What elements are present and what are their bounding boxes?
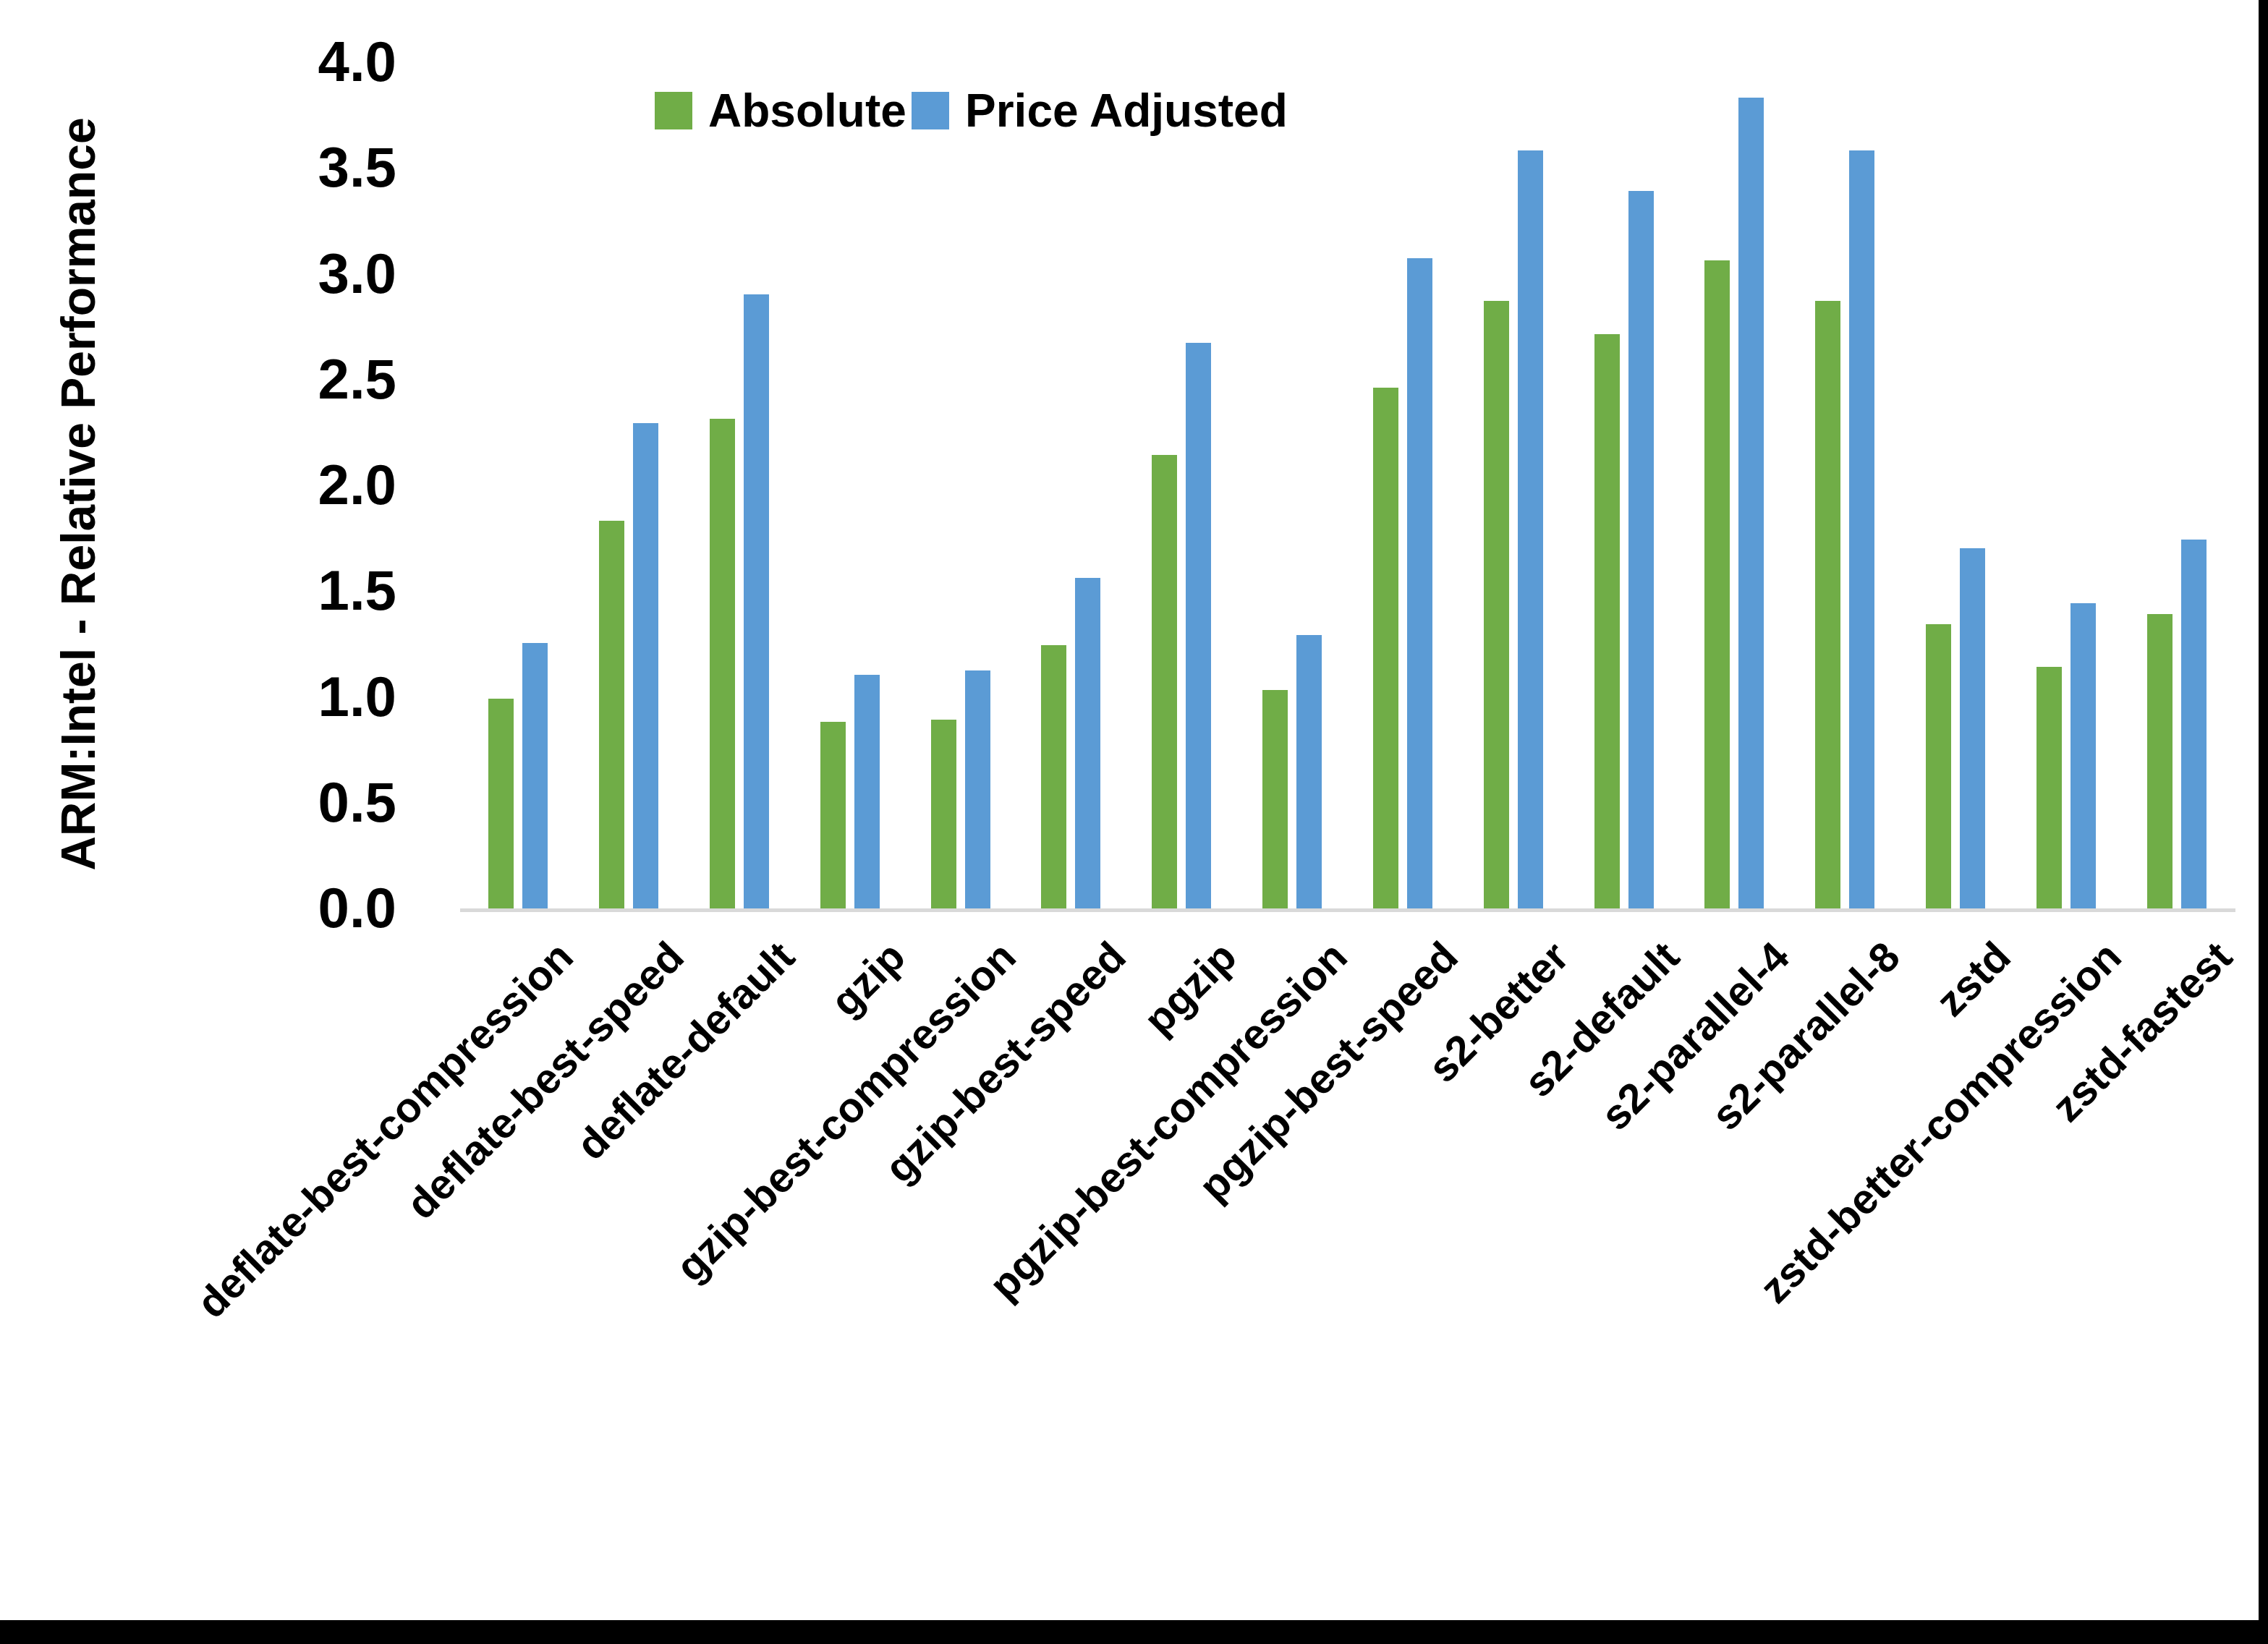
bar-absolute-pgzip-best-compression: [1262, 690, 1288, 910]
bar-price-adjusted-zstd-fastest: [2181, 540, 2207, 910]
bar-absolute-s2-parallel-8: [1815, 301, 1840, 910]
bar-absolute-deflate-best-speed: [599, 521, 624, 910]
bar-absolute-s2-parallel-4: [1704, 260, 1730, 910]
bar-price-adjusted-zstd: [1960, 548, 1985, 910]
bar-absolute-gzip-best-speed: [1041, 645, 1066, 910]
y-tick-3.5: 3.5: [181, 139, 396, 195]
bar-absolute-gzip-best-compression: [931, 720, 956, 910]
bar-price-adjusted-pgzip: [1186, 343, 1211, 910]
legend-label-price-adjusted: Price Adjusted: [965, 88, 1288, 134]
bar-absolute-s2-better: [1484, 301, 1509, 910]
bar-absolute-zstd-fastest: [2147, 614, 2173, 911]
bar-absolute-deflate-best-compression: [488, 699, 514, 911]
bar-price-adjusted-gzip: [854, 675, 880, 910]
legend-label-absolute: Absolute: [708, 88, 906, 134]
bar-absolute-zstd: [1926, 624, 1951, 910]
y-tick-0.5: 0.5: [181, 774, 396, 830]
y-tick-1.5: 1.5: [181, 562, 396, 618]
bar-absolute-deflate-default: [710, 419, 735, 910]
legend-swatch-absolute-icon: [655, 92, 692, 129]
bottom-frame-border: [0, 1620, 2268, 1644]
legend-item-absolute: Absolute: [655, 85, 906, 136]
bar-price-adjusted-deflate-default: [744, 294, 769, 910]
bar-absolute-zstd-better-compression: [2036, 667, 2062, 910]
bar-price-adjusted-gzip-best-speed: [1075, 578, 1100, 910]
bar-absolute-s2-default: [1594, 334, 1620, 910]
bar-absolute-pgzip: [1152, 455, 1177, 910]
bar-chart: ARM:Intel - Relative Performance Absolut…: [0, 0, 2268, 1644]
legend-item-price-adjusted: Price Adjusted: [912, 85, 1288, 136]
bar-price-adjusted-zstd-better-compression: [2070, 603, 2096, 910]
bar-absolute-pgzip-best-speed: [1373, 388, 1398, 910]
bar-price-adjusted-s2-default: [1628, 191, 1654, 911]
bar-absolute-gzip: [820, 722, 846, 910]
y-tick-4.0: 4.0: [181, 33, 396, 90]
bar-price-adjusted-deflate-best-compression: [522, 643, 548, 910]
bar-price-adjusted-pgzip-best-speed: [1407, 258, 1432, 910]
y-tick-2.5: 2.5: [181, 351, 396, 407]
y-tick-0.0: 0.0: [181, 880, 396, 936]
bar-price-adjusted-s2-parallel-4: [1738, 98, 1764, 910]
bar-price-adjusted-s2-parallel-8: [1849, 150, 1874, 910]
y-tick-3.0: 3.0: [181, 244, 396, 301]
bar-price-adjusted-deflate-best-speed: [633, 423, 658, 910]
x-axis-line: [460, 908, 2235, 912]
y-axis-title: ARM:Intel - Relative Performance: [51, 2, 116, 986]
y-tick-1.0: 1.0: [181, 668, 396, 724]
y-tick-2.0: 2.0: [181, 456, 396, 513]
legend-swatch-price-adjusted-icon: [912, 92, 949, 129]
bar-price-adjusted-s2-better: [1518, 150, 1543, 910]
bar-price-adjusted-gzip-best-compression: [965, 670, 990, 910]
right-frame-border: [2259, 0, 2268, 1644]
bar-price-adjusted-pgzip-best-compression: [1296, 635, 1322, 910]
